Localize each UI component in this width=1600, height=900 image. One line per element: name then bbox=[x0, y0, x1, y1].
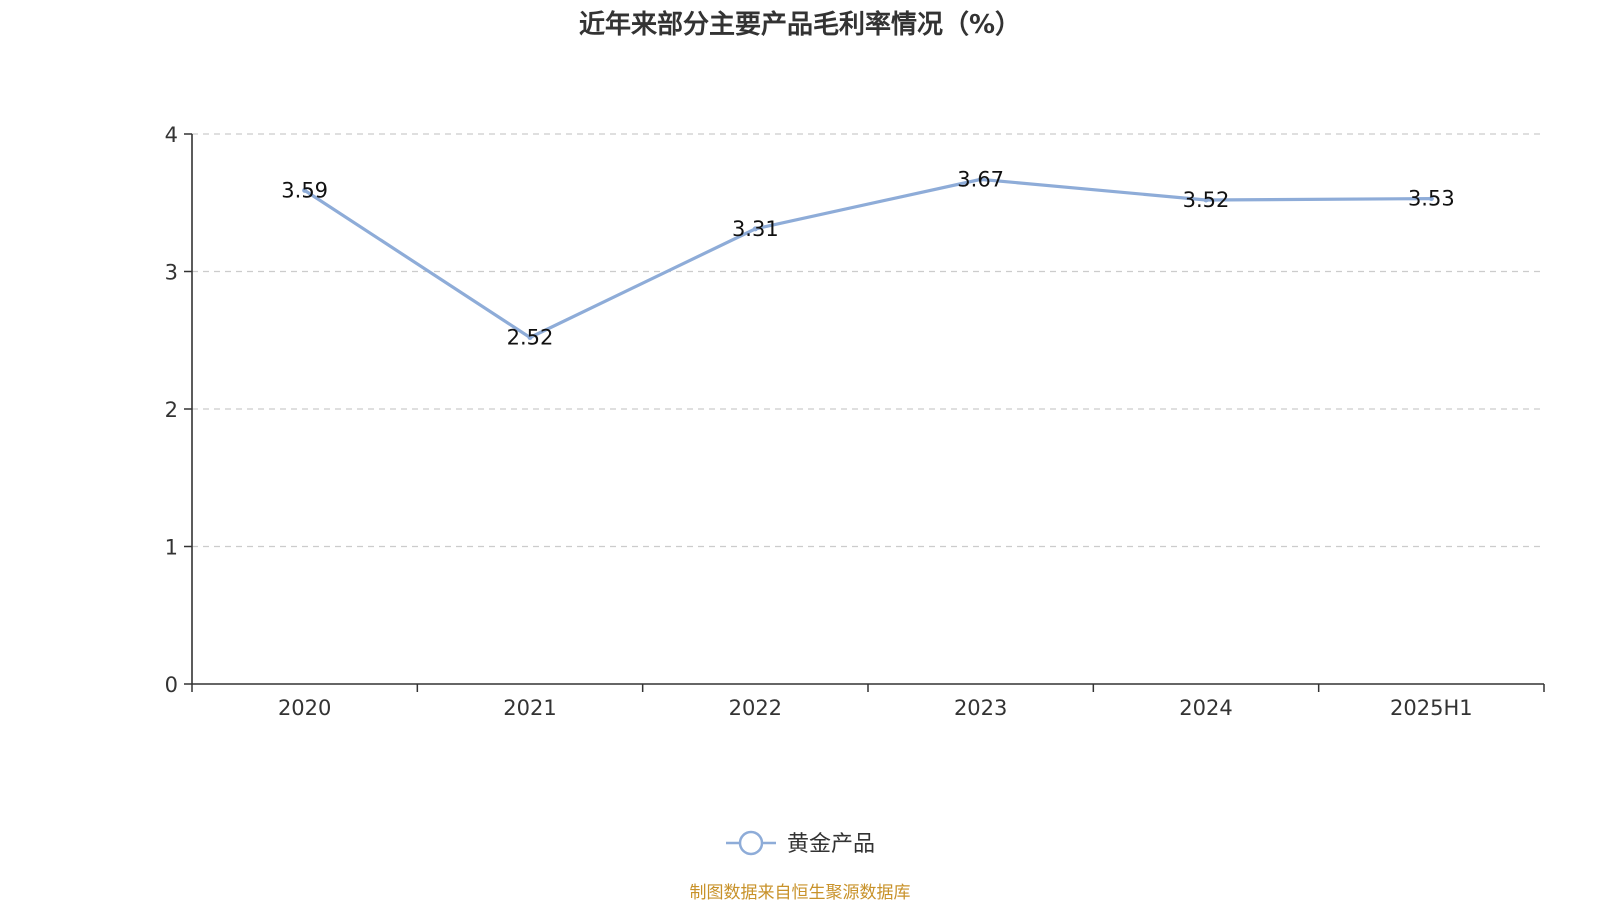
data-point[interactable] bbox=[752, 226, 758, 232]
data-label: 3.67 bbox=[957, 167, 1004, 191]
y-tick-label: 3 bbox=[165, 261, 178, 285]
data-labels: 3.59 2.52 3.31 3.67 3.52 3.53 bbox=[281, 167, 1454, 349]
x-tick-label: 2020 bbox=[278, 696, 331, 720]
legend-label: 黄金产品 bbox=[787, 832, 875, 857]
y-tick-label: 4 bbox=[165, 123, 178, 147]
data-label: 2.52 bbox=[507, 326, 554, 350]
x-tick-label: 2021 bbox=[503, 696, 556, 720]
x-tick-label: 2023 bbox=[954, 696, 1007, 720]
x-tick-label: 2024 bbox=[1179, 696, 1232, 720]
legend[interactable]: 黄金产品 bbox=[726, 830, 875, 857]
data-point[interactable] bbox=[1203, 197, 1209, 203]
data-point[interactable] bbox=[978, 176, 984, 182]
series-line bbox=[303, 177, 1433, 340]
legend-marker-icon bbox=[738, 830, 764, 856]
data-label: 3.52 bbox=[1183, 188, 1230, 212]
x-tick-label: 2022 bbox=[729, 696, 782, 720]
x-tick-label: 2025H1 bbox=[1390, 696, 1473, 720]
data-point[interactable] bbox=[1428, 196, 1434, 202]
data-point[interactable] bbox=[527, 335, 533, 340]
data-label: 3.59 bbox=[281, 178, 328, 202]
y-axis-ticks: 0 1 2 3 4 bbox=[165, 123, 192, 697]
source-note: 制图数据来自恒生聚源数据库 bbox=[690, 883, 911, 900]
y-tick-label: 2 bbox=[165, 398, 178, 422]
data-label: 3.53 bbox=[1408, 187, 1455, 211]
data-point[interactable] bbox=[302, 187, 308, 193]
x-axis-ticks: 2020 2021 2022 2023 2024 2025H1 bbox=[191, 684, 1545, 720]
y-tick-label: 1 bbox=[165, 536, 178, 560]
series-line-group bbox=[302, 176, 1434, 340]
data-label: 3.31 bbox=[732, 217, 779, 241]
gridlines bbox=[192, 133, 1544, 548]
y-tick-label: 0 bbox=[165, 673, 178, 697]
chart-title: 近年来部分主要产品毛利率情况（%） bbox=[579, 9, 1021, 40]
